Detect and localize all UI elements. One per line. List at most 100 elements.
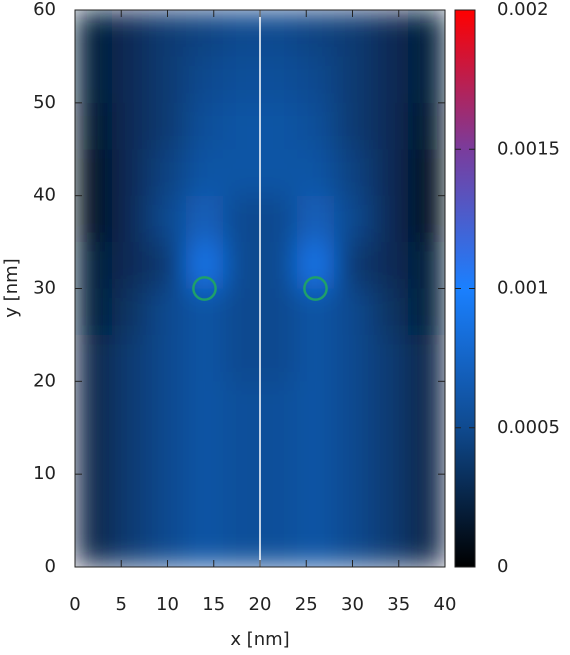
heatmap-cell [297,381,335,429]
heatmap-cell [223,474,261,522]
x-tick-label: 30 [341,594,364,615]
heatmap-cell [75,474,113,522]
heatmap-cell [112,10,150,57]
heatmap-cell [260,56,298,104]
heatmap-cell [260,10,298,57]
y-tick-label: 60 [33,0,56,20]
colorbar-tick-label: 0 [497,556,508,577]
heatmap-cell [371,381,409,429]
heatmap-cell [75,10,113,57]
heatmap-cell [186,149,224,197]
heatmap-cell [149,474,187,522]
heatmap-cell [408,427,445,475]
heatmap-cell [149,381,187,429]
heatmap-cell [75,195,113,243]
heatmap-cell [186,242,224,289]
y-axis-label: y [nm] [1,258,22,317]
heatmap-cell [371,427,409,475]
heatmap-cell [334,10,372,57]
heatmap-cell [112,56,150,104]
x-axis-label: x [nm] [230,629,289,650]
heatmap-cell [297,427,335,475]
heatmap-cell [260,242,298,289]
heatmap-cell [149,520,187,567]
x-tick-label: 20 [249,594,272,615]
heatmap-cell [112,195,150,243]
y-tick-label: 30 [33,278,56,299]
heatmap-cell [149,149,187,197]
heatmap-cell [371,520,409,567]
heatmap-cell [186,474,224,522]
heatmap-cell [75,102,113,150]
heatmap-cell [223,56,261,104]
heatmap-cell [75,56,113,104]
heatmap-cell [75,334,113,382]
heatmap-cell [297,474,335,522]
marker-circle [192,276,217,301]
heatmap-cell [297,334,335,382]
heatmap-cell [186,427,224,475]
heatmap-cell [186,288,224,336]
heatmap-cell [408,195,445,243]
heatmap-cell [408,242,445,289]
heatmap-cell [112,474,150,522]
heatmap-cell [223,10,261,57]
heatmap-cell [334,288,372,336]
heatmap-cell [223,149,261,197]
heatmap-cell [149,242,187,289]
heatmap-cell [408,334,445,382]
x-tick-label: 15 [202,594,225,615]
heatmap-cell [223,242,261,289]
heatmap-cell [334,149,372,197]
y-tick-label: 50 [33,92,56,113]
heatmap-cell [223,102,261,150]
heatmap-cell [371,149,409,197]
heatmap-cell [186,195,224,243]
heatmap-cell [371,10,409,57]
colorbar-tick-label: 0.002 [497,0,549,20]
heatmap-cell [260,474,298,522]
heatmap-cell [297,56,335,104]
y-tick-label: 10 [33,463,56,484]
heatmap-cell [149,10,187,57]
heatmap-cell [149,102,187,150]
heatmap-cell [260,102,298,150]
heatmap-cell [334,427,372,475]
heatmap-cell [112,427,150,475]
x-tick-label: 40 [434,594,457,615]
heatmap-cell [112,334,150,382]
heatmap-cell [223,288,261,336]
heatmap-cell [297,242,335,289]
heatmap-cell [149,288,187,336]
heatmap-cell [334,242,372,289]
colorbar-tick-label: 0.0005 [497,417,560,438]
heatmap-cell [334,334,372,382]
heatmap-cell [297,195,335,243]
heatmap-cell [186,56,224,104]
heatmap-cell [223,427,261,475]
heatmap-cell [112,242,150,289]
heatmap [75,10,445,567]
y-tick-label: 0 [45,556,56,577]
marker-circle [303,276,328,301]
heatmap-cell [371,56,409,104]
x-tick-label: 5 [116,594,127,615]
colorbar-tick-label: 0.0015 [497,138,560,159]
heatmap-cell [75,149,113,197]
heatmap-cell [334,520,372,567]
heatmap-cell [260,334,298,382]
heatmap-cell [75,520,113,567]
heatmap-cell [334,381,372,429]
heatmap-cell [334,56,372,104]
heatmap-cell [408,474,445,522]
heatmap-cell [408,56,445,104]
heatmap-cell [297,520,335,567]
heatmap-cell [223,195,261,243]
heatmap-cell [408,102,445,150]
heatmap-cell [75,427,113,475]
heatmap-cell [223,381,261,429]
heatmap-cell [334,102,372,150]
heatmap-cell [223,520,261,567]
heatmap-cell [260,195,298,243]
heatmap-cell [112,288,150,336]
